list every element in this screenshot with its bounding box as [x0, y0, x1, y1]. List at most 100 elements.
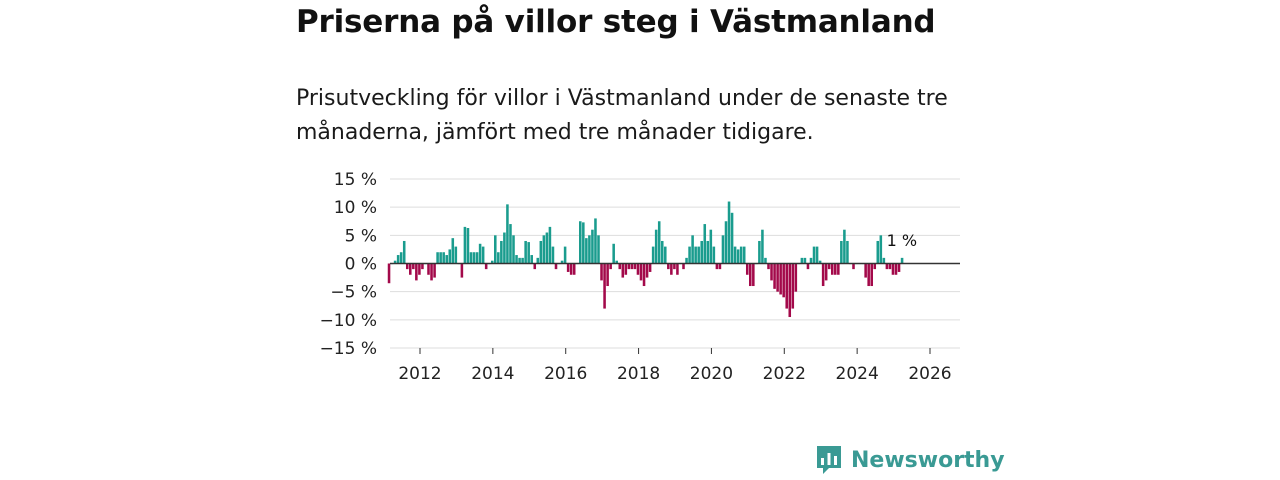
bar	[642, 263, 646, 287]
y-tick-label: 15 %	[334, 170, 377, 190]
bar	[840, 240, 843, 264]
bar	[627, 263, 631, 270]
bar	[794, 263, 798, 292]
bar	[773, 263, 776, 289]
bar	[518, 257, 521, 264]
bar	[670, 263, 673, 275]
bar	[764, 257, 767, 264]
bar	[427, 263, 430, 275]
bar	[478, 243, 482, 264]
bar	[882, 257, 886, 264]
bar	[645, 263, 649, 278]
bar	[870, 263, 873, 287]
bar	[439, 252, 442, 264]
y-tick-label: 5 %	[345, 226, 377, 246]
bar	[809, 257, 813, 264]
bar	[521, 257, 524, 264]
bar	[566, 263, 570, 272]
bar	[490, 260, 494, 264]
bar	[667, 263, 670, 270]
bar	[888, 263, 892, 270]
bar	[500, 240, 503, 264]
x-tick-label: 2022	[763, 364, 806, 384]
bar	[788, 263, 792, 318]
bar	[475, 252, 479, 264]
bar	[800, 257, 804, 264]
bar	[460, 263, 464, 278]
x-tick-label: 2024	[836, 364, 879, 384]
y-tick-label: −10 %	[320, 311, 377, 331]
bar	[512, 235, 515, 264]
bar	[876, 240, 880, 264]
bar	[442, 252, 445, 264]
bar	[891, 263, 895, 275]
chart-title: Priserna på villor steg i Västmanland	[296, 4, 936, 40]
bar	[515, 255, 518, 264]
bar	[721, 235, 725, 264]
bar	[867, 263, 870, 287]
bar	[706, 240, 710, 264]
newsworthy-logo[interactable]: Newsworthy	[815, 444, 1005, 476]
bar	[703, 224, 707, 264]
bar	[739, 246, 743, 264]
bar	[612, 243, 615, 264]
bar	[837, 263, 840, 275]
bar	[563, 246, 567, 264]
bar	[636, 263, 640, 275]
bar	[758, 240, 761, 264]
bar	[539, 240, 543, 264]
bar	[466, 228, 470, 264]
bar	[694, 246, 697, 264]
bar	[579, 221, 582, 264]
bar	[472, 252, 476, 264]
bar	[676, 263, 679, 275]
bar	[673, 263, 676, 270]
last-value-label: 1 %	[887, 231, 917, 250]
bar	[736, 249, 740, 264]
bar	[448, 249, 452, 264]
bar	[588, 235, 591, 264]
bar	[770, 263, 773, 281]
bar	[421, 263, 424, 270]
bar	[879, 235, 883, 264]
bar	[481, 246, 485, 264]
bar	[715, 263, 719, 270]
bar	[830, 263, 834, 275]
y-tick-label: −15 %	[320, 339, 377, 359]
bar	[415, 263, 418, 281]
bar	[591, 229, 594, 264]
bar	[885, 263, 889, 270]
bar	[436, 252, 439, 264]
bar	[585, 238, 588, 264]
bar	[864, 263, 867, 278]
bar	[412, 263, 415, 270]
bar	[530, 255, 533, 264]
bar	[761, 229, 764, 264]
bar	[821, 263, 825, 287]
bar	[900, 257, 904, 264]
bar	[594, 218, 597, 264]
chart-subtitle: Prisutveckling för villor i Västmanland …	[296, 86, 948, 145]
bar	[603, 263, 606, 309]
bar	[506, 204, 509, 264]
bar	[527, 242, 530, 264]
bar	[606, 263, 609, 287]
bar	[560, 260, 564, 264]
bar	[812, 246, 816, 264]
bar	[691, 235, 694, 264]
bar	[745, 263, 749, 275]
bar	[494, 235, 497, 264]
bar	[548, 226, 552, 264]
x-tick-label: 2018	[617, 364, 660, 384]
bar	[664, 246, 667, 264]
bar	[463, 226, 467, 264]
bar	[682, 263, 685, 270]
brand-name: Newsworthy	[851, 447, 1005, 473]
bar	[484, 263, 488, 270]
bar	[615, 260, 618, 264]
bar	[469, 252, 473, 264]
bar	[445, 255, 448, 264]
bar	[657, 221, 661, 264]
bar	[551, 246, 555, 264]
